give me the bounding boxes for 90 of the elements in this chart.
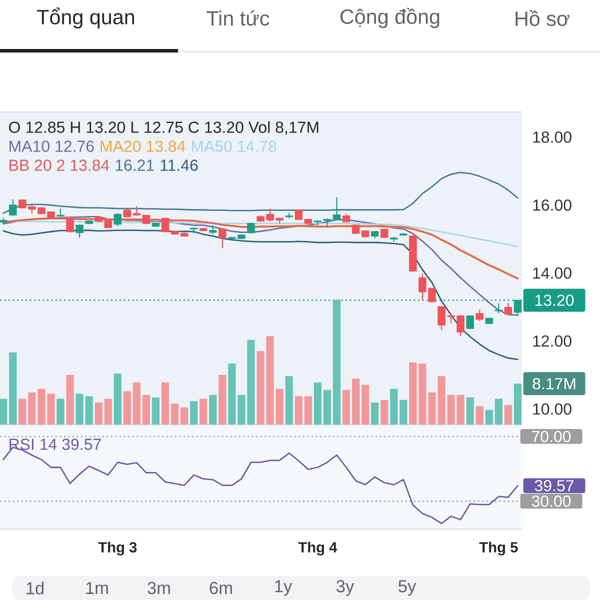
bar <box>494 398 502 425</box>
bar <box>294 396 302 425</box>
bar <box>276 388 284 425</box>
text: Tin tức <box>206 10 270 26</box>
y-tick-label: 12.00 <box>533 335 572 347</box>
bar <box>142 394 150 425</box>
x-tick-label: Thg 3 <box>98 542 137 556</box>
text: 1m <box>86 582 108 594</box>
text: MA10 12.76 <box>10 140 94 152</box>
candlestick <box>8 198 17 217</box>
text: Tổng quan <box>37 8 134 28</box>
bar <box>380 400 388 425</box>
text: MA50 14.78 <box>192 140 276 152</box>
bar <box>38 388 46 425</box>
bar <box>400 400 408 425</box>
y-tick-label: 70.00 <box>532 430 571 442</box>
candlestick <box>332 196 341 221</box>
text: 16.21 <box>116 160 154 171</box>
x-tick-label: Thg 4 <box>298 542 338 556</box>
text: 5y <box>398 580 416 596</box>
bar <box>132 382 141 425</box>
bar <box>9 352 17 425</box>
bar <box>371 402 379 425</box>
bar <box>476 406 484 425</box>
bar <box>209 394 217 425</box>
bar <box>18 398 26 425</box>
bar <box>390 388 398 425</box>
y-tick-label: 16.00 <box>533 199 572 211</box>
candlestick <box>466 314 474 330</box>
text: MA20 13.84 <box>100 140 186 152</box>
candlestick <box>161 217 170 233</box>
bar <box>485 410 493 425</box>
candlestick <box>76 224 84 238</box>
bar <box>314 382 322 425</box>
text: BB 20 2 13.84 <box>10 160 110 171</box>
y-tick-label: 13.20 <box>535 294 574 306</box>
bar <box>332 300 341 425</box>
bar <box>180 407 188 425</box>
y-tick-label: 10.00 <box>533 403 572 415</box>
bar <box>190 401 198 425</box>
text: 3y <box>336 580 354 596</box>
bar <box>342 390 350 425</box>
bar <box>85 396 93 425</box>
bar <box>28 392 36 425</box>
bar <box>514 384 522 425</box>
text: 11.46 <box>160 160 198 171</box>
text: Cộng đồng <box>340 8 440 28</box>
bar <box>456 394 464 425</box>
bar <box>56 398 64 425</box>
bar <box>409 362 417 425</box>
bar <box>161 382 170 425</box>
annotation: O 12.85 H 13.20 L 12.75 C 13.20 Vol 8,17M <box>9 121 318 135</box>
bar <box>104 398 112 425</box>
bar <box>352 378 360 425</box>
candlestick <box>323 218 332 228</box>
candlestick <box>218 228 226 249</box>
candlestick <box>504 302 512 316</box>
bar <box>218 374 226 425</box>
x-tick-label: Thg 5 <box>479 542 518 556</box>
y-tick-label: 30.00 <box>532 496 571 507</box>
bar <box>152 397 160 425</box>
bar <box>0 398 8 425</box>
candlestick <box>494 302 503 314</box>
text: Hồ sơ <box>516 10 570 26</box>
bar <box>504 404 512 425</box>
bar <box>76 394 84 425</box>
bar <box>200 398 208 425</box>
candlestick <box>114 212 122 227</box>
data-label: 39.57 <box>534 480 574 492</box>
bar <box>285 376 293 425</box>
y-tick-label: 14.00 <box>533 267 572 279</box>
text: 3m <box>148 582 170 594</box>
candlestick <box>66 217 74 233</box>
text: 1d <box>26 582 44 594</box>
series-label: RSI 14 39.57 <box>10 438 101 450</box>
bar <box>304 396 312 425</box>
bar <box>47 394 55 425</box>
bar <box>123 391 131 425</box>
bar <box>323 390 332 425</box>
bar <box>170 404 179 425</box>
bar <box>114 374 122 425</box>
candlestick <box>476 308 484 322</box>
text: 1y <box>275 580 292 596</box>
bar <box>94 402 102 425</box>
bar <box>66 374 74 425</box>
bar <box>362 384 370 425</box>
bar <box>466 397 474 425</box>
text: 6m <box>210 582 232 594</box>
y-tick-label: 18.00 <box>533 131 572 143</box>
text: 8.17M <box>532 378 576 390</box>
